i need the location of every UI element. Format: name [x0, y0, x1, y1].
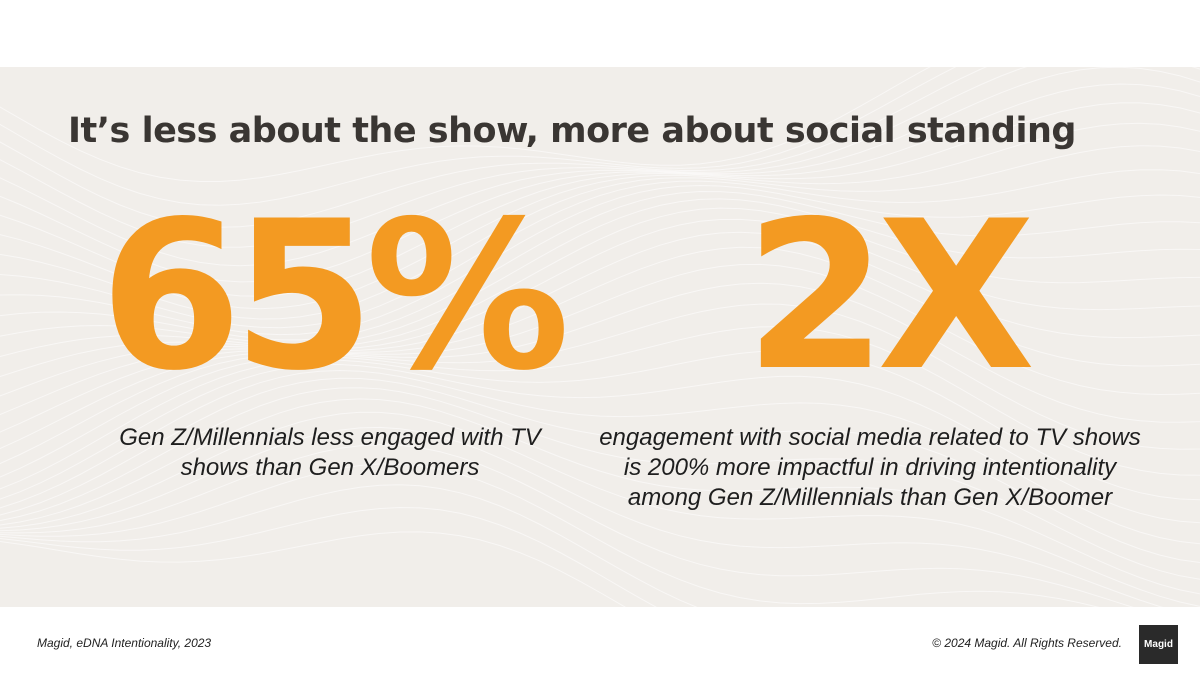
wave-line — [0, 67, 1200, 267]
source-note: Magid, eDNA Intentionality, 2023 — [37, 636, 212, 650]
wave-line — [0, 282, 1200, 450]
wave-line — [0, 484, 698, 607]
wave-line — [0, 387, 1200, 580]
wave-line — [0, 426, 1164, 607]
stat-value-2x: 2X — [744, 178, 1036, 416]
wave-line — [0, 190, 1200, 341]
wave-line — [0, 377, 1200, 564]
wave-line — [0, 207, 1200, 358]
wave-line — [0, 67, 931, 182]
wave-line — [0, 363, 1200, 524]
wave-line — [0, 369, 1200, 545]
stat-caption-gen-z-engagement: Gen Z/Millennials less engaged with TV s… — [119, 424, 541, 481]
wave-line — [0, 231, 1200, 397]
stat-value-65-percent: 65% — [99, 178, 571, 416]
wave-line — [0, 198, 1200, 345]
wave-line — [0, 218, 1200, 378]
wave-line — [0, 67, 1200, 248]
slide-title: It’s less about the show, more about soc… — [68, 111, 1076, 151]
wave-line — [0, 67, 988, 228]
wave-line — [0, 303, 1200, 465]
wave-line — [0, 102, 1200, 297]
wave-line — [0, 263, 1200, 433]
wave-line — [0, 444, 1134, 607]
wave-line — [0, 169, 1200, 329]
wave-line — [0, 398, 1200, 595]
wave-line — [0, 122, 1200, 310]
stat-caption-social-media-impact: engagement with social media related to … — [599, 424, 1141, 511]
wave-line — [0, 184, 1200, 336]
wave-line — [0, 326, 1200, 478]
wave-pattern-background — [0, 67, 1200, 607]
wave-line — [0, 463, 1100, 607]
wave-line — [0, 246, 1200, 416]
wave-line — [0, 506, 657, 607]
wave-line — [0, 531, 626, 607]
wave-line — [0, 145, 1200, 320]
wave-line — [0, 83, 1200, 283]
wave-line — [0, 350, 1200, 501]
slide-panel: It’s less about the show, more about soc… — [0, 67, 1200, 607]
wave-line — [0, 67, 957, 206]
copyright-notice: © 2024 Magid. All Rights Reserved. — [932, 636, 1122, 650]
magid-logo: Magid — [1139, 625, 1178, 664]
wave-line — [0, 411, 1200, 607]
